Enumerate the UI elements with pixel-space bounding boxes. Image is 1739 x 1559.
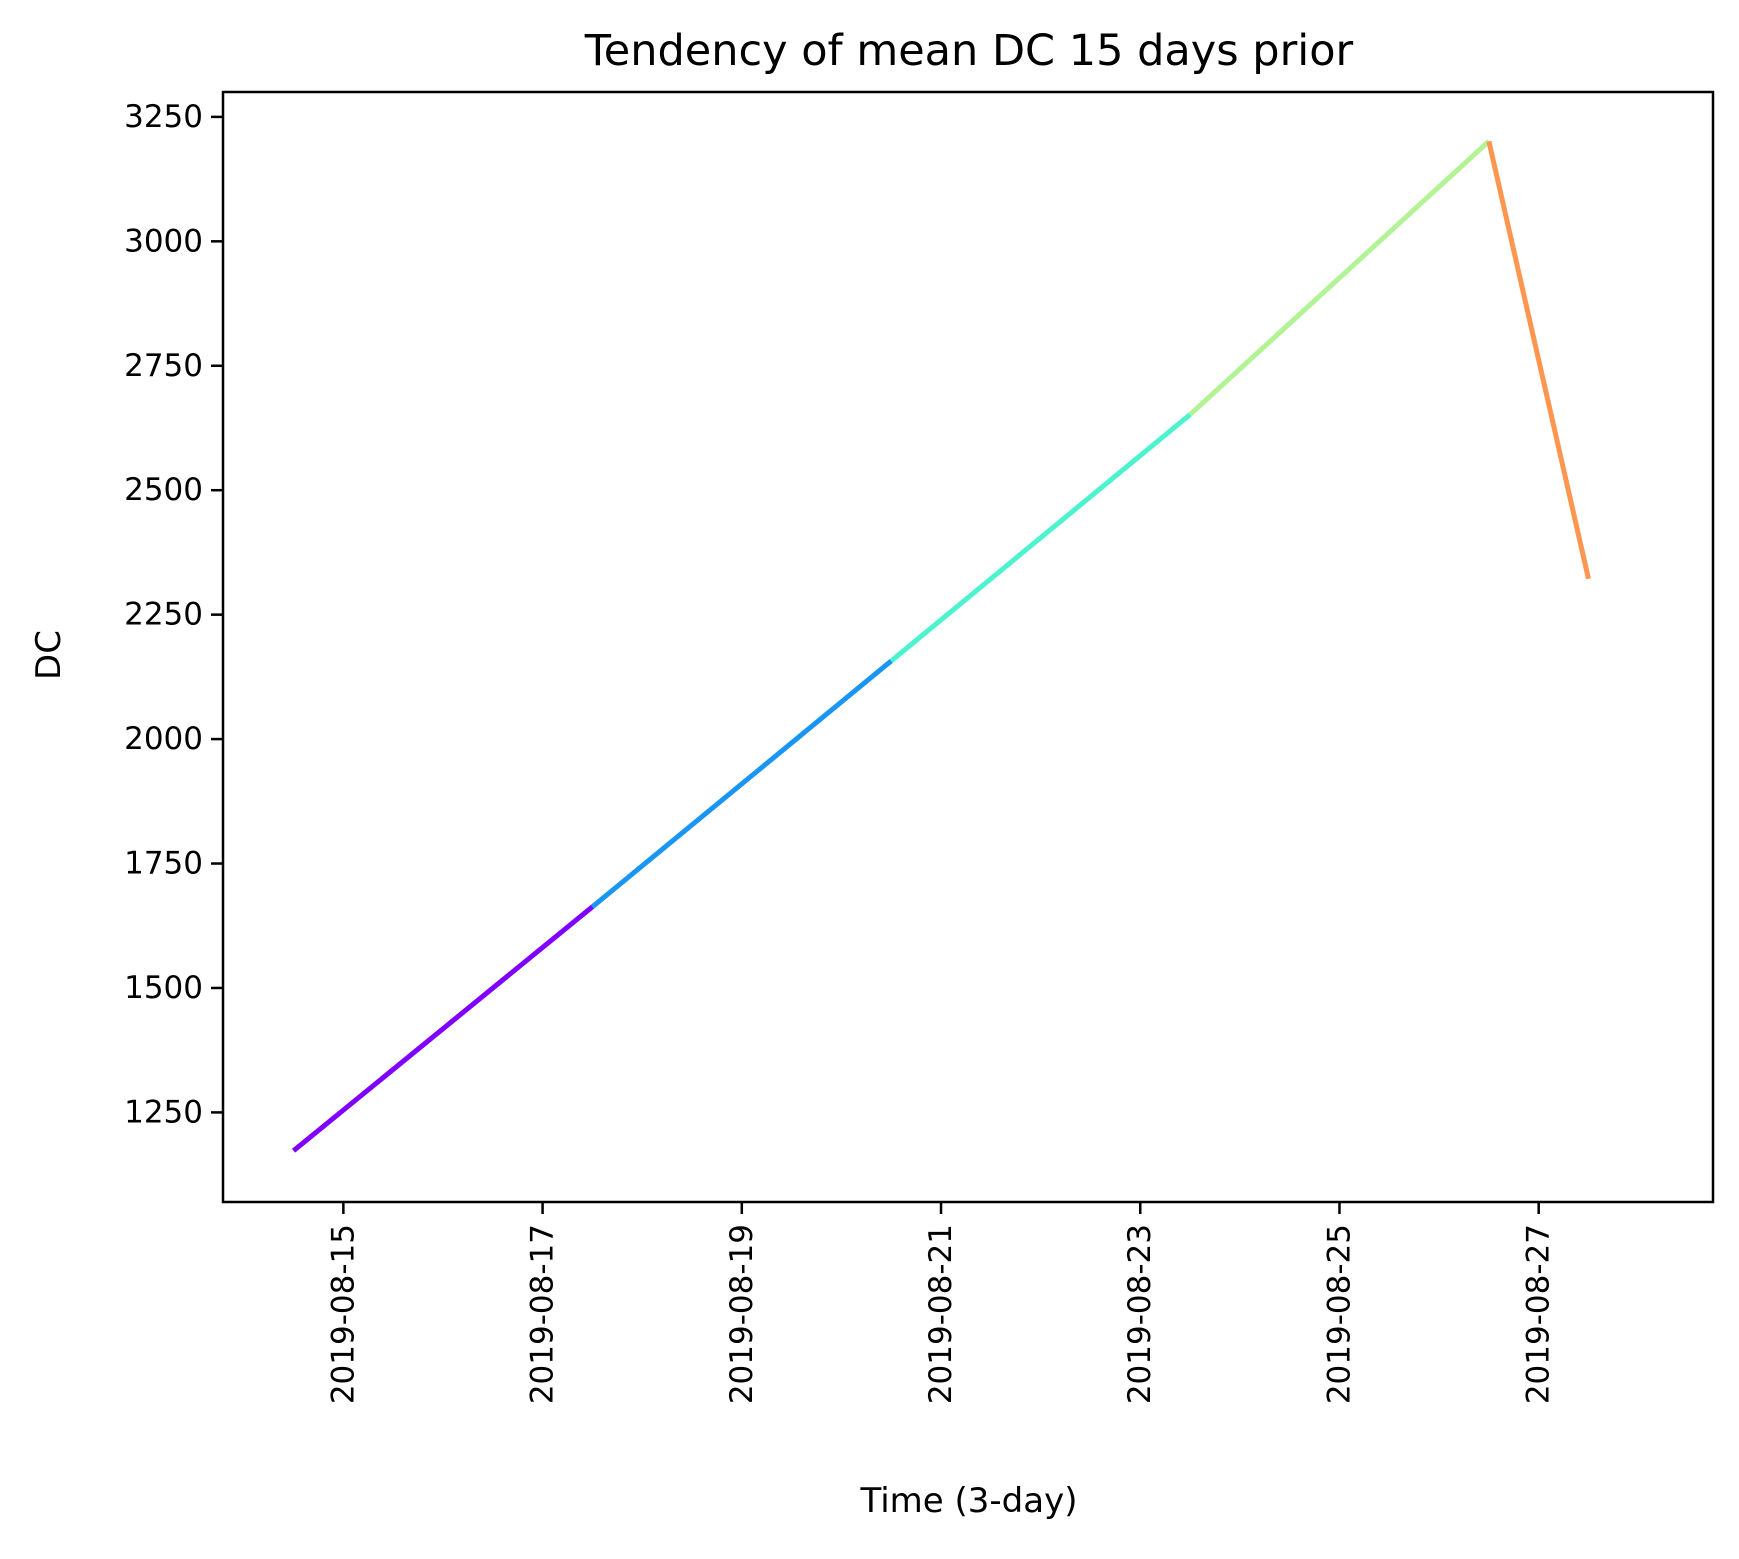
x-tick-label: 2019-08-23 bbox=[1122, 1224, 1158, 1404]
series-segment-1 bbox=[291, 904, 594, 1153]
y-tick-label: 1750 bbox=[124, 846, 203, 882]
x-tick-label: 2019-08-17 bbox=[525, 1224, 561, 1404]
y-tick-label: 2250 bbox=[124, 597, 203, 633]
y-tick-label: 1250 bbox=[124, 1094, 203, 1130]
x-tick-label: 2019-08-15 bbox=[325, 1224, 361, 1404]
y-tick-label: 2750 bbox=[124, 348, 203, 384]
y-tick-label: 1500 bbox=[124, 970, 203, 1006]
chart-title: Tendency of mean DC 15 days prior bbox=[584, 26, 1354, 76]
x-tick-label: 2019-08-21 bbox=[923, 1224, 959, 1404]
y-axis-ticks: 1250 1500 1750 2000 2250 2500 2750 3000 3250 bbox=[124, 99, 223, 1130]
series-segment-2 bbox=[590, 659, 893, 909]
x-tick-label: 2019-08-19 bbox=[724, 1224, 760, 1404]
x-axis-ticks: 2019-08-15 2019-08-17 2019-08-19 2019-08-21… bbox=[325, 1202, 1557, 1404]
x-axis-label: Time (3-day) bbox=[860, 1481, 1078, 1521]
y-tick-label: 3250 bbox=[124, 99, 203, 135]
series-segment-3 bbox=[889, 412, 1192, 663]
series-segment-4 bbox=[1188, 139, 1491, 417]
x-tick-label: 2019-08-25 bbox=[1321, 1224, 1357, 1404]
y-tick-label: 2500 bbox=[124, 472, 203, 508]
y-tick-label: 2000 bbox=[124, 721, 203, 757]
series-lines bbox=[291, 139, 1591, 1153]
y-axis-label: DC bbox=[29, 630, 69, 680]
y-tick-label: 3000 bbox=[124, 223, 203, 259]
series-segment-5 bbox=[1486, 140, 1591, 580]
plot-frame bbox=[221, 90, 1715, 1204]
x-tick-label: 2019-08-27 bbox=[1521, 1224, 1557, 1404]
